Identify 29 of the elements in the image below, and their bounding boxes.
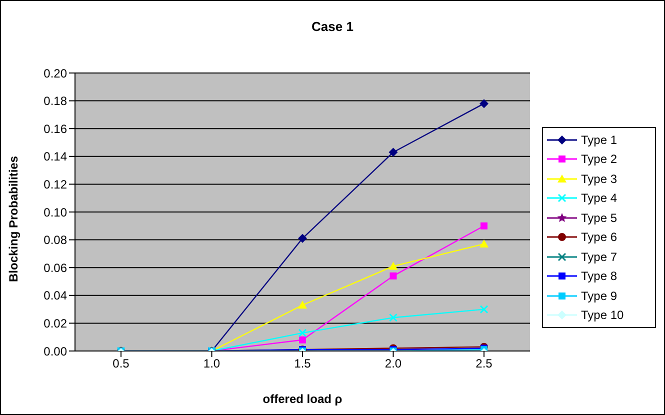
legend-label: Type 2 (581, 152, 618, 166)
y-tick-label: 0.02 (44, 316, 68, 330)
x-tick-label: 1.0 (203, 356, 220, 371)
x-tick-label: 2.0 (384, 356, 402, 371)
legend-label: Type 6 (581, 230, 618, 244)
y-tick-label: 0.16 (44, 122, 68, 136)
legend-label: Type 7 (581, 250, 618, 264)
y-tick-label: 0.14 (44, 150, 68, 164)
legend-label: Type 10 (581, 308, 624, 322)
y-tick-label: 0.06 (44, 260, 68, 275)
x-axis-title: offered load ρ (262, 392, 342, 406)
legend-label: Type 1 (581, 132, 618, 147)
legend-label: Type 8 (581, 269, 618, 284)
x-tick-label: 1.5 (294, 356, 312, 371)
y-axis-title: Blocking Probabilities (6, 156, 20, 282)
y-tick-label: 0.04 (44, 288, 68, 303)
y-tick-label: 0.08 (44, 233, 68, 248)
legend-label: Type 3 (581, 172, 618, 186)
y-tick-label: 0.12 (44, 177, 68, 192)
x-tick-label: 0.5 (112, 356, 130, 371)
y-tick-label: 0.10 (44, 205, 68, 220)
legend-label: Type 5 (581, 210, 618, 225)
x-tick-label: 2.5 (476, 356, 493, 371)
chart-title: Case 1 (310, 19, 354, 34)
y-tick-label: 0.20 (44, 66, 68, 80)
legend-label: Type 9 (581, 288, 618, 303)
y-tick-label: 0.18 (44, 94, 68, 108)
legend-label: Type 4 (581, 191, 618, 206)
y-tick-label: 0.00 (44, 344, 68, 358)
